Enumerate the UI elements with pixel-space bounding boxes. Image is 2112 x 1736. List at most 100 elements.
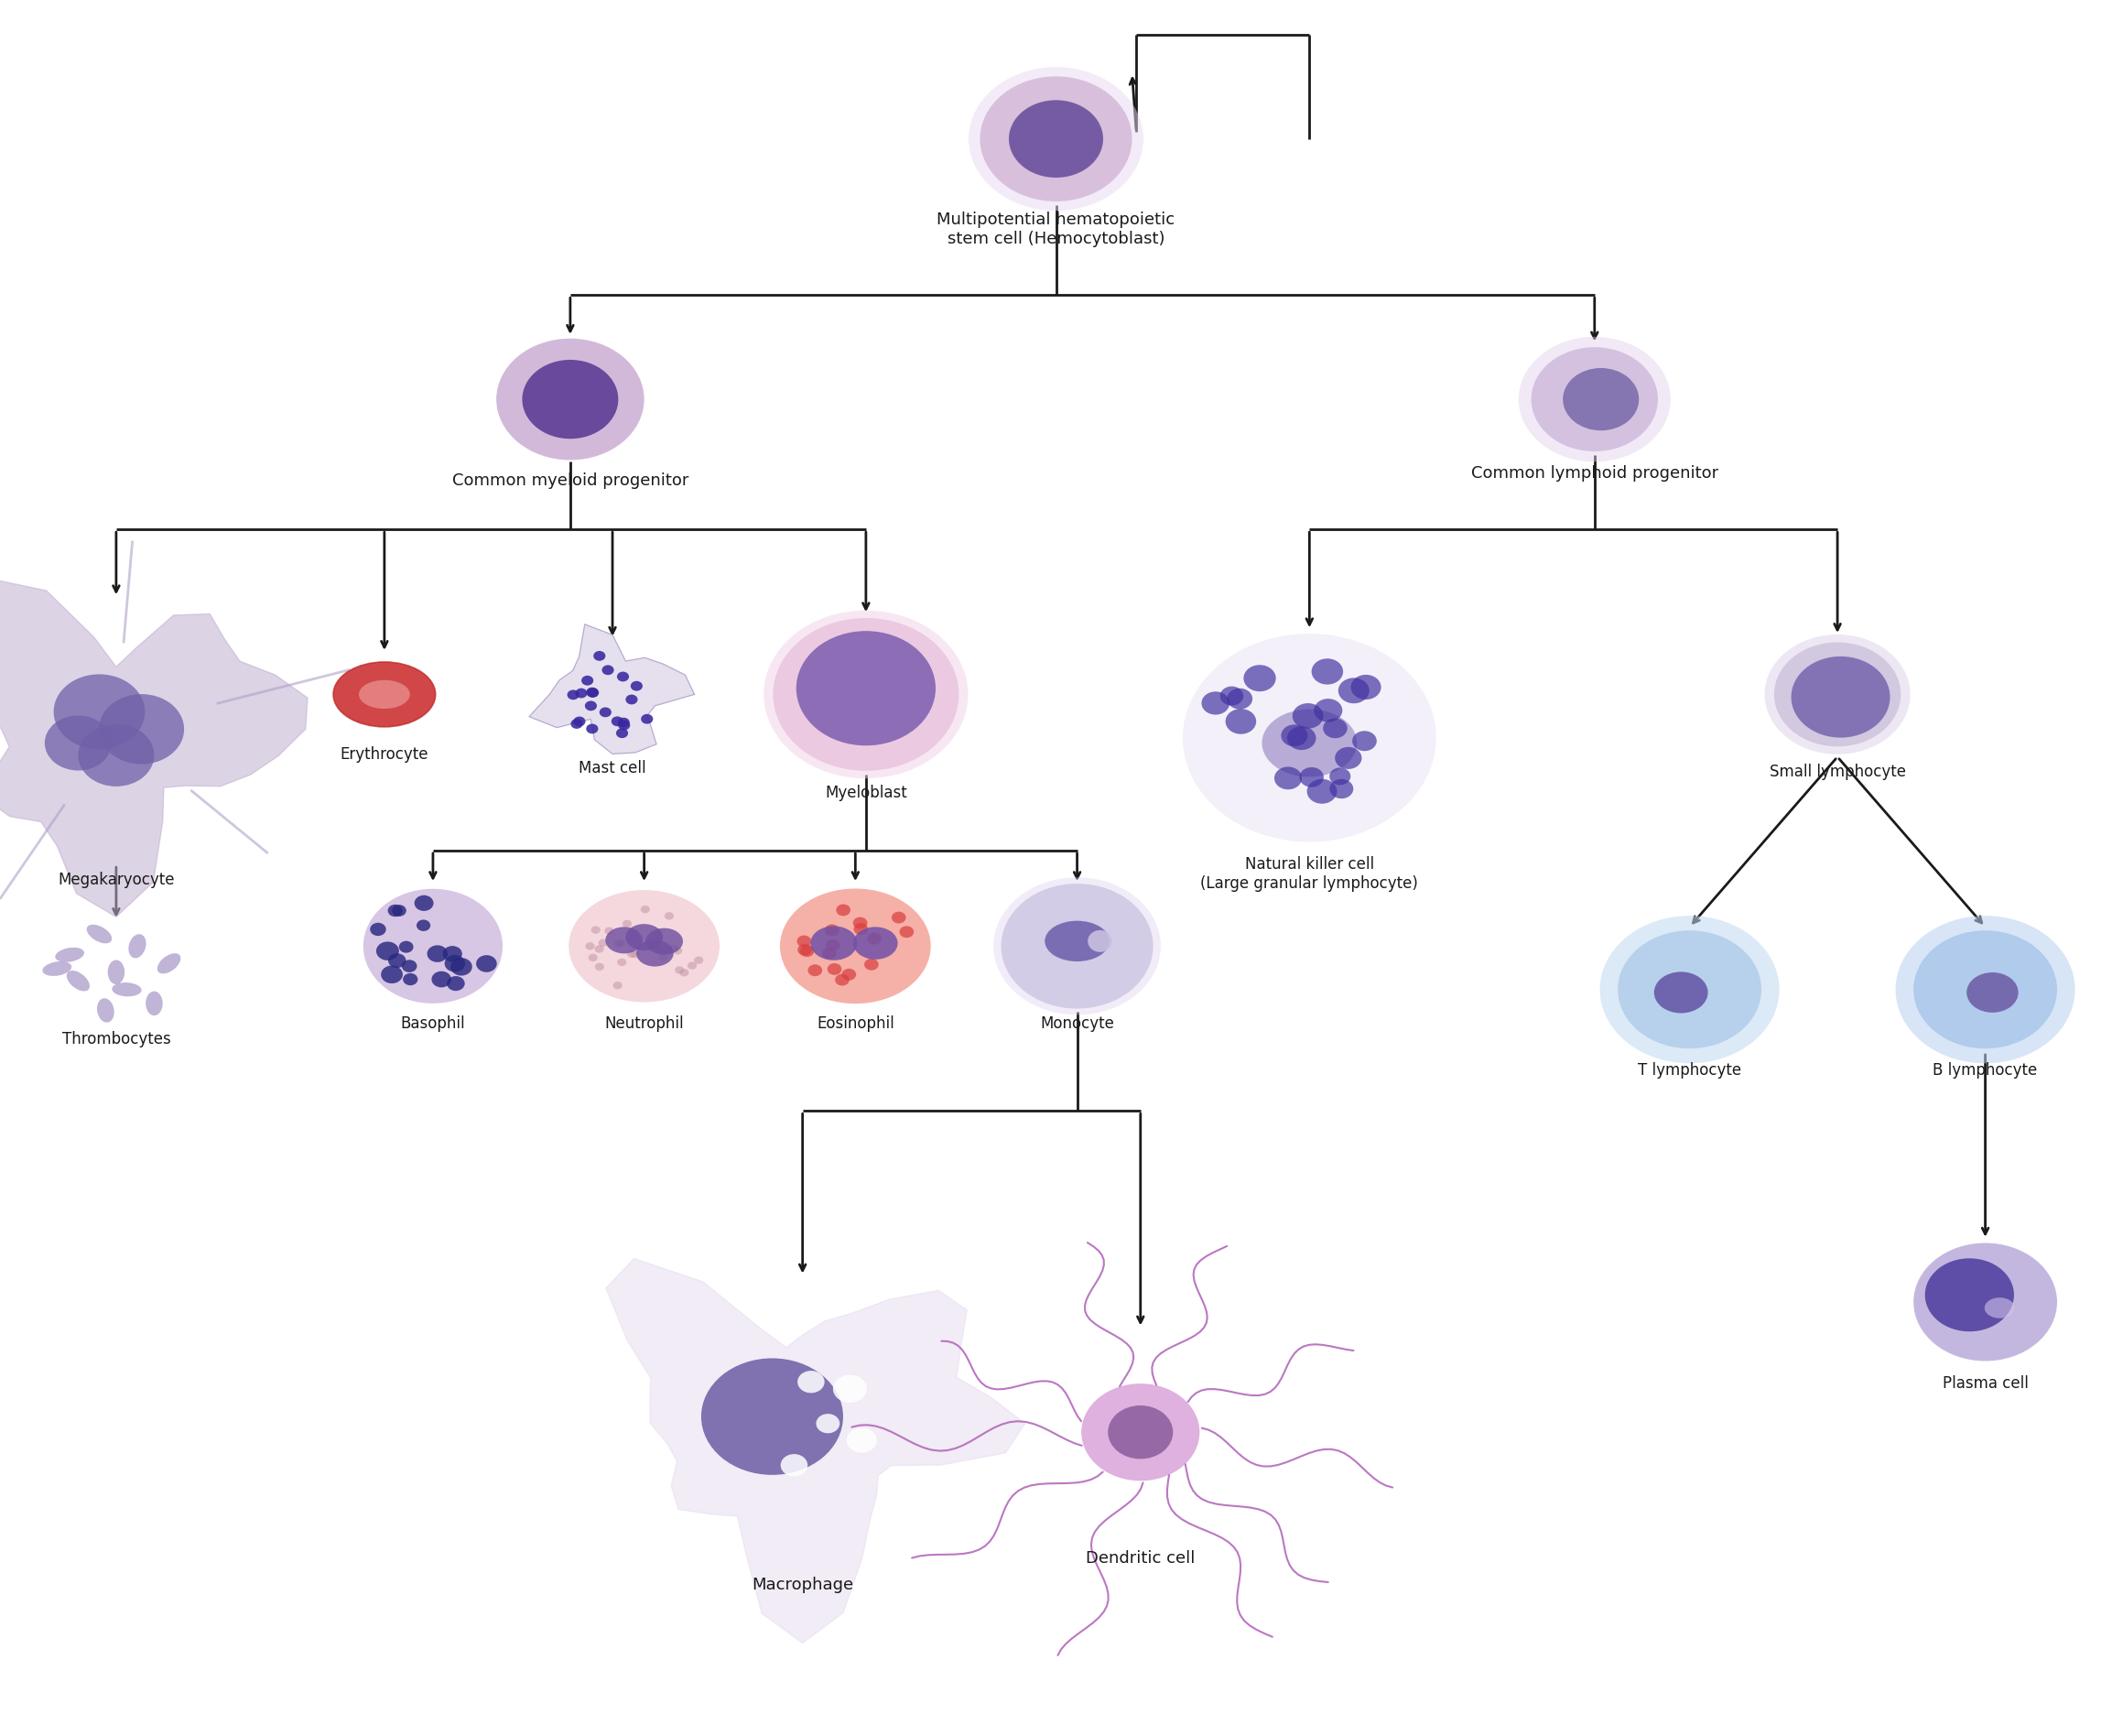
Circle shape bbox=[993, 877, 1162, 1016]
Circle shape bbox=[843, 969, 855, 981]
Circle shape bbox=[631, 681, 642, 691]
Text: Mast cell: Mast cell bbox=[579, 760, 646, 776]
Circle shape bbox=[600, 707, 612, 717]
Circle shape bbox=[1618, 930, 1761, 1049]
Circle shape bbox=[832, 1375, 866, 1403]
Circle shape bbox=[674, 967, 684, 974]
Circle shape bbox=[1244, 665, 1276, 691]
Circle shape bbox=[900, 925, 914, 937]
Text: Plasma cell: Plasma cell bbox=[1943, 1375, 2028, 1391]
Circle shape bbox=[815, 1413, 841, 1434]
Ellipse shape bbox=[97, 998, 114, 1023]
Circle shape bbox=[617, 939, 625, 946]
Circle shape bbox=[828, 963, 843, 976]
Circle shape bbox=[1010, 101, 1102, 177]
Polygon shape bbox=[606, 1259, 1024, 1642]
Circle shape bbox=[798, 1371, 824, 1392]
Ellipse shape bbox=[646, 929, 682, 955]
Circle shape bbox=[680, 969, 689, 976]
Ellipse shape bbox=[606, 927, 642, 953]
Circle shape bbox=[403, 974, 418, 986]
Ellipse shape bbox=[87, 925, 112, 943]
Circle shape bbox=[623, 920, 631, 927]
Circle shape bbox=[363, 889, 503, 1003]
Circle shape bbox=[370, 924, 386, 936]
Ellipse shape bbox=[68, 970, 89, 991]
Text: Common lymphoid progenitor: Common lymphoid progenitor bbox=[1470, 465, 1719, 481]
Circle shape bbox=[969, 68, 1143, 210]
Circle shape bbox=[1764, 635, 1909, 755]
Circle shape bbox=[1328, 767, 1350, 785]
Circle shape bbox=[1221, 686, 1244, 705]
Circle shape bbox=[610, 717, 623, 726]
Circle shape bbox=[380, 965, 403, 983]
Text: Multipotential hematopoietic
stem cell (Hemocytoblast): Multipotential hematopoietic stem cell (… bbox=[938, 212, 1174, 247]
Ellipse shape bbox=[129, 934, 146, 958]
Circle shape bbox=[448, 976, 465, 991]
Text: Small lymphocyte: Small lymphocyte bbox=[1770, 764, 1905, 779]
Ellipse shape bbox=[146, 991, 163, 1016]
Circle shape bbox=[655, 946, 665, 955]
Circle shape bbox=[572, 717, 585, 726]
Circle shape bbox=[585, 943, 596, 950]
Circle shape bbox=[1519, 337, 1671, 462]
Ellipse shape bbox=[112, 983, 142, 996]
Circle shape bbox=[1225, 708, 1257, 734]
Circle shape bbox=[1791, 656, 1890, 738]
Circle shape bbox=[602, 665, 615, 675]
Circle shape bbox=[826, 924, 838, 936]
Text: Dendritic cell: Dendritic cell bbox=[1086, 1550, 1195, 1566]
Circle shape bbox=[444, 946, 463, 962]
Circle shape bbox=[1601, 917, 1778, 1062]
Circle shape bbox=[416, 920, 431, 930]
Circle shape bbox=[1307, 779, 1337, 804]
Circle shape bbox=[625, 694, 638, 705]
Circle shape bbox=[1322, 719, 1347, 738]
Circle shape bbox=[1894, 917, 2074, 1062]
Circle shape bbox=[615, 939, 623, 948]
Circle shape bbox=[980, 76, 1132, 201]
Circle shape bbox=[1314, 698, 1343, 722]
Text: Basophil: Basophil bbox=[401, 1016, 465, 1031]
Ellipse shape bbox=[334, 661, 435, 727]
Circle shape bbox=[642, 713, 653, 724]
Circle shape bbox=[444, 955, 465, 972]
Text: Myeloblast: Myeloblast bbox=[826, 785, 906, 800]
Text: Neutrophil: Neutrophil bbox=[604, 1016, 684, 1031]
Circle shape bbox=[800, 944, 815, 957]
Circle shape bbox=[570, 719, 583, 729]
Circle shape bbox=[868, 932, 881, 944]
Circle shape bbox=[581, 675, 593, 686]
Circle shape bbox=[765, 611, 967, 778]
Circle shape bbox=[701, 1358, 843, 1476]
Circle shape bbox=[596, 963, 604, 970]
Text: Megakaryocyte: Megakaryocyte bbox=[57, 871, 175, 887]
Circle shape bbox=[796, 936, 811, 948]
Ellipse shape bbox=[359, 681, 410, 708]
Ellipse shape bbox=[1654, 972, 1709, 1014]
Ellipse shape bbox=[568, 891, 720, 1002]
Circle shape bbox=[450, 958, 473, 976]
Text: Erythrocyte: Erythrocyte bbox=[340, 746, 429, 762]
Circle shape bbox=[1227, 687, 1252, 710]
Circle shape bbox=[1081, 1384, 1200, 1481]
Circle shape bbox=[627, 950, 636, 958]
Text: T lymphocyte: T lymphocyte bbox=[1637, 1062, 1742, 1078]
Ellipse shape bbox=[811, 925, 857, 960]
Circle shape bbox=[653, 930, 663, 937]
Circle shape bbox=[1924, 1259, 2015, 1332]
Text: Macrophage: Macrophage bbox=[752, 1576, 853, 1592]
Ellipse shape bbox=[156, 953, 182, 974]
Circle shape bbox=[773, 618, 959, 771]
Circle shape bbox=[427, 944, 448, 962]
Circle shape bbox=[1913, 930, 2057, 1049]
Circle shape bbox=[826, 939, 841, 951]
Circle shape bbox=[496, 339, 644, 460]
Circle shape bbox=[617, 717, 629, 727]
Circle shape bbox=[431, 970, 452, 988]
Circle shape bbox=[853, 917, 868, 929]
Circle shape bbox=[1563, 368, 1639, 431]
Circle shape bbox=[617, 958, 627, 967]
Circle shape bbox=[522, 359, 619, 439]
Circle shape bbox=[781, 1455, 807, 1476]
